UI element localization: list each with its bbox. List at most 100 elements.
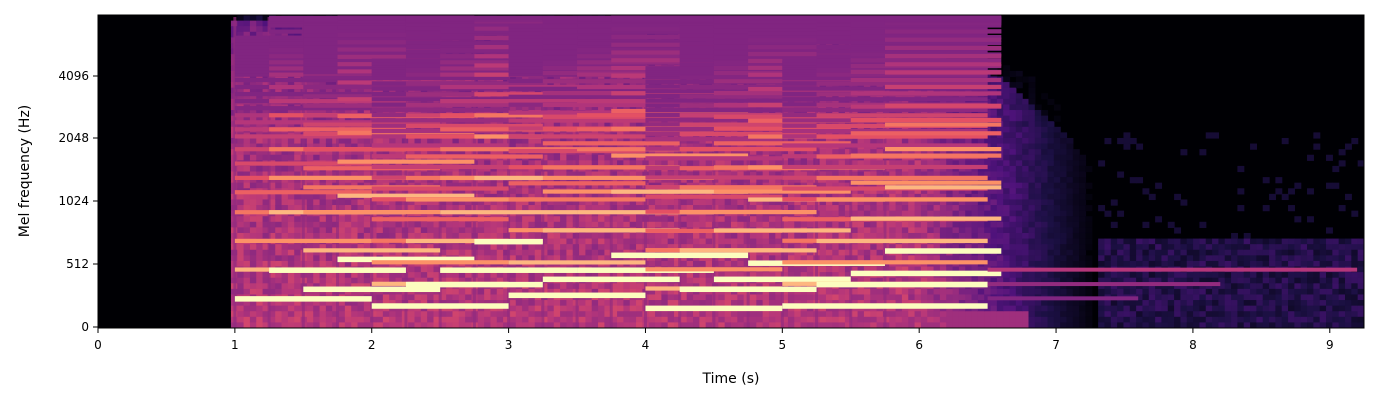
spectrogram-cell (395, 300, 403, 307)
spectrogram-cell (351, 227, 359, 234)
spectrogram-cell (636, 154, 643, 161)
spectrogram-cell (553, 316, 561, 324)
spectrogram-cell (617, 232, 624, 240)
spectrogram-cell (268, 205, 276, 212)
spectrogram-cell (756, 300, 764, 307)
spectrogram-cell (313, 171, 321, 178)
spectrogram-cell (629, 216, 637, 223)
spectrogram-cell (553, 104, 561, 111)
spectrogram-cell (357, 322, 365, 328)
spectrogram-cell (534, 244, 542, 251)
spectrogram-cell (446, 232, 454, 240)
spectrogram-cell (414, 98, 422, 106)
spectrogram-cell (522, 216, 530, 223)
spectrogram-cell (376, 244, 384, 251)
spectrogram-cell (243, 227, 251, 234)
spectrogram-cell (287, 300, 295, 307)
spectrogram-cell (313, 199, 321, 206)
spectrogram-cell (275, 26, 283, 33)
spectrogram-cell (528, 205, 536, 212)
spectrogram-cell (680, 232, 688, 240)
spectrogram-cell (344, 149, 352, 156)
spectrogram-cell (585, 205, 593, 212)
spectrogram-cell (484, 137, 492, 145)
spectrogram-cell (775, 322, 783, 328)
spectrogram-cell (705, 316, 713, 324)
spectrogram-cell (762, 311, 770, 318)
spectrogram-cell (610, 221, 618, 228)
spectrogram-cell (503, 244, 511, 251)
spectrogram-cell (566, 193, 574, 201)
spectrogram-cell (768, 272, 776, 279)
spectrogram-cell (294, 260, 302, 268)
spectrogram-cell (389, 322, 397, 328)
spectrogram-cell (515, 199, 523, 206)
spectrogram-cell (275, 283, 283, 290)
spectrogram-cell (636, 177, 643, 184)
spectrogram-cell (661, 171, 669, 178)
spectrogram-cell (458, 87, 466, 94)
spectrogram-cell (357, 199, 365, 206)
spectrogram-cell (737, 260, 745, 268)
spectrogram-cell (781, 171, 789, 178)
spectrogram-cell (452, 171, 460, 178)
spectrogram-cell (465, 277, 473, 284)
spectrogram-cell (737, 300, 745, 307)
spectrogram-cell (275, 199, 283, 206)
spectrogram-cell (724, 216, 732, 223)
spectrogram-cell (756, 216, 764, 223)
spectrogram-cell (661, 177, 669, 184)
spectrogram-cell (268, 221, 276, 228)
spectrogram-cell (237, 199, 245, 206)
spectrogram-cell (737, 199, 745, 206)
spectrogram-cell (541, 300, 549, 307)
spectrogram-cell (667, 272, 675, 279)
spectrogram-cell (376, 249, 384, 256)
spectrogram-cell (351, 249, 359, 256)
spectrogram-cell (648, 160, 656, 167)
spectrogram-cell (363, 154, 371, 161)
spectrogram-cell (357, 115, 365, 122)
spectrogram-cell (262, 205, 270, 212)
spectrogram-cell (636, 221, 643, 228)
spectrogram-cell (484, 205, 492, 212)
spectrogram-cell (604, 249, 612, 256)
spectrogram-cell (712, 171, 719, 178)
spectrogram-cell (724, 294, 732, 301)
spectrogram-cell (395, 283, 403, 290)
spectrogram-cell (243, 115, 251, 122)
spectrogram-cell (351, 316, 359, 324)
spectrogram-cell (686, 199, 694, 206)
spectrogram-cell (294, 199, 302, 206)
spectrogram-cell (737, 322, 745, 328)
spectrogram-cell (433, 232, 441, 240)
spectrogram-cell (325, 260, 333, 268)
spectrogram-cell (667, 216, 675, 223)
spectrogram-cell (262, 288, 270, 296)
spectrogram-cell (724, 232, 732, 240)
spectrogram-cell (287, 232, 295, 240)
spectrogram-cell (547, 288, 555, 296)
spectrogram-cell (661, 300, 669, 307)
spectrogram-cell (598, 104, 605, 111)
spectrogram-cell (775, 149, 783, 156)
spectrogram-cell (439, 87, 447, 94)
spectrogram-cell (737, 238, 745, 245)
spectrogram-cell (351, 244, 359, 251)
spectrogram-cell (325, 171, 333, 178)
spectrogram-cell (781, 160, 789, 167)
spectrogram-cell (547, 255, 555, 262)
spectrogram-cell (585, 160, 593, 167)
spectrogram-cell (661, 149, 669, 156)
spectrogram-cell (490, 188, 498, 195)
spectrogram-cell (762, 171, 770, 178)
spectrogram-cell (281, 26, 289, 33)
spectrogram-cell (477, 188, 485, 195)
spectrogram-cell (281, 182, 289, 189)
spectrogram-cell (699, 272, 707, 279)
spectrogram-cell (452, 87, 460, 94)
spectrogram-cell (237, 322, 245, 328)
spectrogram-cell (490, 205, 498, 212)
spectrogram-cell (262, 260, 270, 268)
spectrogram-cell (376, 316, 384, 324)
